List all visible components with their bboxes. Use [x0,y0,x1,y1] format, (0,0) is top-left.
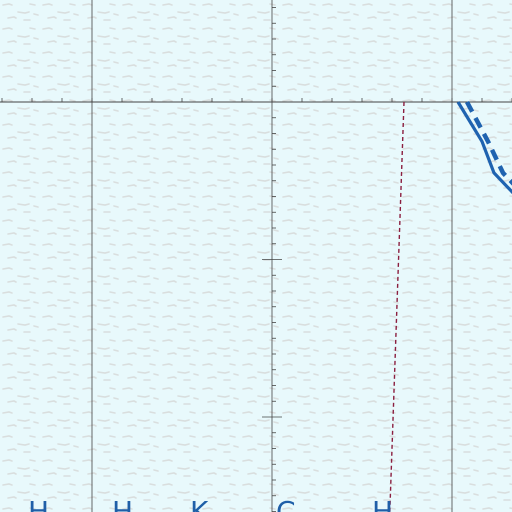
series-group [389,100,512,512]
series-line-2 [389,101,405,512]
stamp-label-2: K [190,495,209,512]
stamp-label-4: H [372,495,393,512]
stamp-label-0: H [28,495,49,512]
stamp-label-1: H [112,495,133,512]
axes [1,7,512,512]
series-line-0 [456,101,512,195]
stamp-label-3: C [276,495,296,512]
